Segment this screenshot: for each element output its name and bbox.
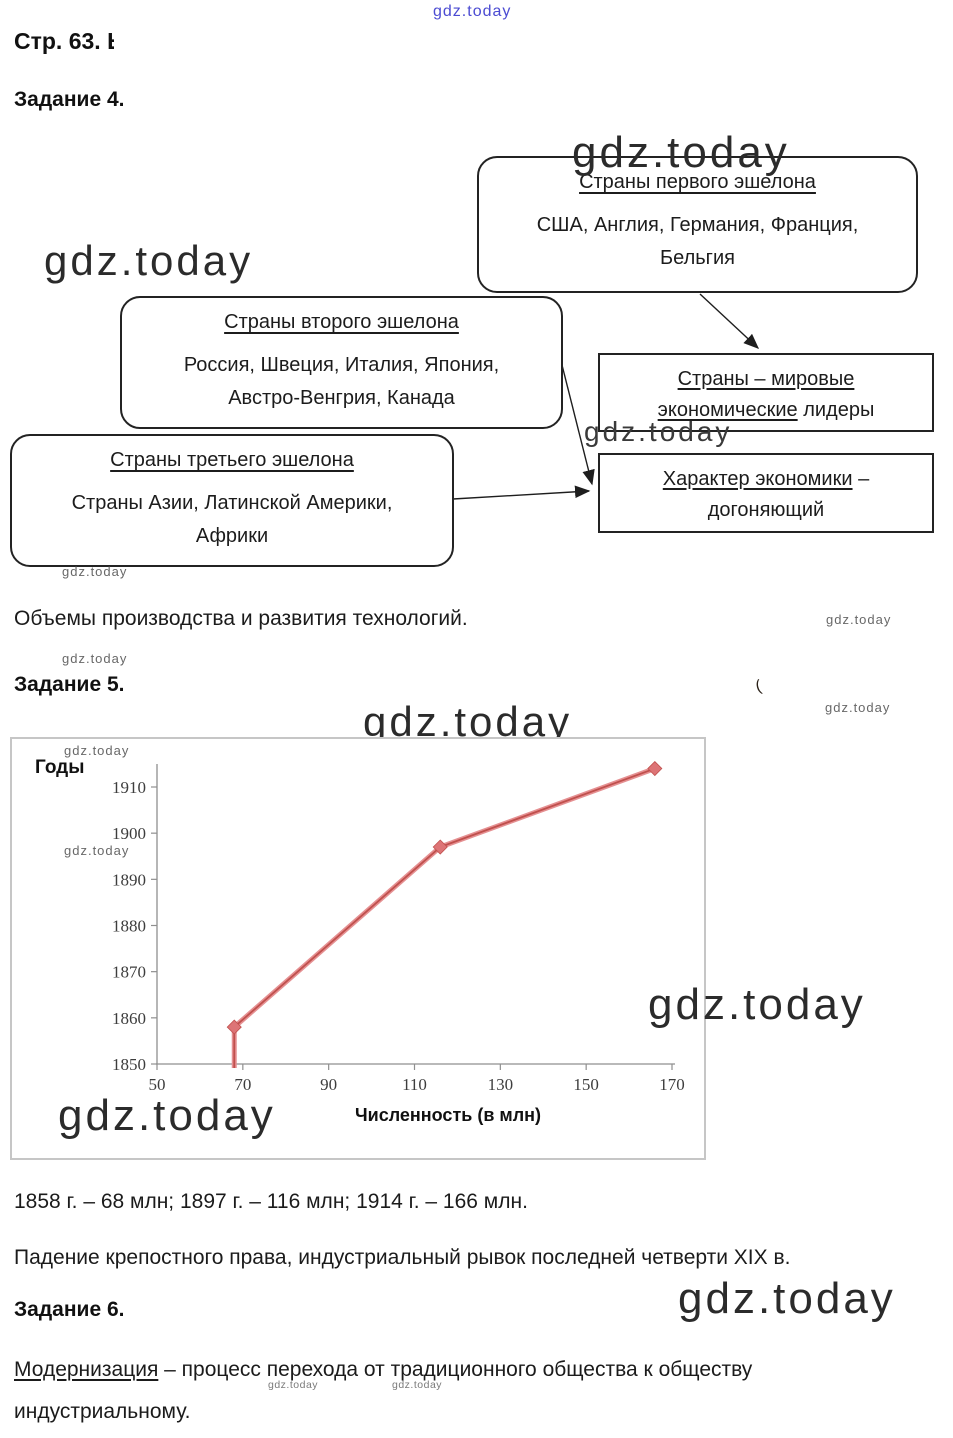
svg-text:1860: 1860 xyxy=(112,1009,146,1028)
arrow-first-echelon-to-leaders xyxy=(699,293,760,349)
leaders-line2-underlined: экономические xyxy=(657,399,798,421)
box-second-echelon-line1: Россия, Швеция, Италия, Япония, xyxy=(183,354,500,376)
arrow-third-echelon-to-economy xyxy=(452,485,591,500)
svg-text:1850: 1850 xyxy=(112,1055,146,1074)
box-first-echelon-line2: Бельгия xyxy=(660,247,735,269)
population-chart: 1850 1860 1870 1880 1890 1900 1910 50 70 90 110 130… xyxy=(10,737,706,1160)
task4-answer: Объемы производства и развития технологи… xyxy=(14,607,468,630)
task6-term: Модернизация xyxy=(14,1358,159,1381)
box-world-leaders-line2: экономические лидеры xyxy=(600,395,932,426)
box-economy-character: Характер экономики – догоняющий xyxy=(598,453,934,533)
task6-heading: Задание 6. xyxy=(14,1298,125,1321)
task6-definition: Модернизация – процесс перехода от тради… xyxy=(14,1358,752,1382)
box-second-echelon: Страны второго эшелона Россия, Швеция, И… xyxy=(120,296,563,429)
svg-text:150: 150 xyxy=(573,1075,599,1094)
watermark-left-2: gdz.today xyxy=(62,651,128,666)
svg-text:130: 130 xyxy=(488,1075,514,1094)
economy-line2-rest: догоняющий xyxy=(707,499,825,521)
chart-ylabel: Годы xyxy=(35,757,85,778)
leaders-line2-rest: лидеры xyxy=(797,399,875,421)
diagram-arrows xyxy=(452,293,760,500)
task6-definition-rest: – процесс перехода от традиционного обще… xyxy=(158,1358,753,1381)
stray-paren-mark: ( xyxy=(753,677,764,696)
svg-text:1880: 1880 xyxy=(112,917,146,936)
svg-text:90: 90 xyxy=(320,1075,337,1094)
page-label-fragment: Ь xyxy=(107,28,114,55)
svg-text:1890: 1890 xyxy=(112,870,146,889)
box-third-echelon: Страны третьего эшелона Страны Азии, Лат… xyxy=(10,434,454,567)
box-world-leaders: Страны – мировые экономические лидеры xyxy=(598,353,934,432)
box-world-leaders-line1: Страны – мировые xyxy=(600,364,932,395)
svg-text:170: 170 xyxy=(659,1075,685,1094)
box-third-echelon-title: Страны третьего эшелона xyxy=(110,449,354,471)
svg-text:1910: 1910 xyxy=(112,778,146,797)
chart-xlabel: Численность (в млн) xyxy=(355,1105,542,1125)
box-economy-line2: догоняющий xyxy=(600,495,932,526)
box-first-echelon: Страны первого эшелона США, Англия, Герм… xyxy=(477,156,918,293)
task5-reason: Падение крепостного права, индустриальны… xyxy=(14,1246,791,1269)
box-third-echelon-line1: Страны Азии, Латинской Америки, xyxy=(71,492,393,514)
economy-line1-underlined: Характер экономики xyxy=(662,468,853,490)
box-second-echelon-title: Страны второго эшелона xyxy=(224,311,459,333)
svg-text:1900: 1900 xyxy=(112,824,146,843)
economy-line1-rest: – xyxy=(852,468,870,490)
watermark-right-1: gdz.today xyxy=(826,612,892,627)
leaders-line1-underlined: Страны – мировые xyxy=(677,368,855,390)
task6-definition-line2: индустриальному. xyxy=(14,1400,191,1423)
box-economy-line1: Характер экономики – xyxy=(600,464,932,495)
watermark-bottom-right: gdz.today xyxy=(678,1274,896,1323)
svg-text:70: 70 xyxy=(234,1075,251,1094)
arrow-second-echelon-to-economy xyxy=(561,364,595,486)
svg-text:1870: 1870 xyxy=(112,963,146,982)
svg-text:50: 50 xyxy=(149,1075,166,1094)
task5-heading: Задание 5. xyxy=(14,673,125,696)
box-second-echelon-line2: Австро-Венгрия, Канада xyxy=(228,387,455,409)
task5-stats: 1858 г. – 68 млн; 1897 г. – 116 млн; 191… xyxy=(14,1190,528,1213)
watermark-right-2: gdz.today xyxy=(825,700,891,715)
page-label: Стр. 63. xyxy=(14,28,101,54)
box-first-echelon-line1: США, Англия, Германия, Франция, xyxy=(536,214,859,236)
population-chart-svg: 1850 1860 1870 1880 1890 1900 1910 50 70 90 110 130… xyxy=(112,760,685,1094)
box-first-echelon-title: Страны первого эшелона xyxy=(579,171,816,193)
task4-heading: Задание 4. xyxy=(14,88,125,111)
page-title: Стр. 63. Ь xyxy=(14,28,114,55)
box-third-echelon-line2: Африки xyxy=(195,525,269,547)
svg-text:110: 110 xyxy=(402,1075,427,1094)
